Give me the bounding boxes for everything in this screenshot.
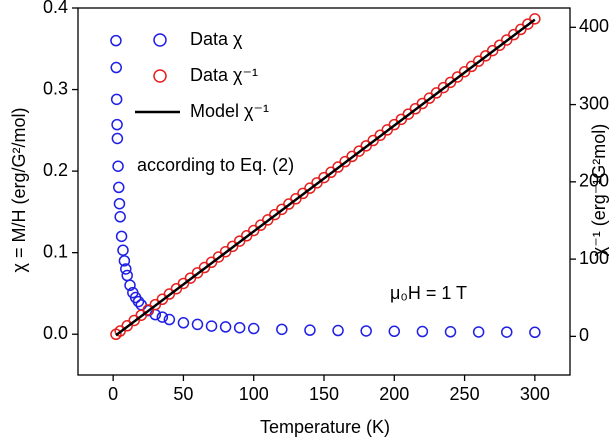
y2-tick-label: 400	[579, 16, 609, 36]
x-tick-label: 150	[309, 384, 339, 404]
data-point	[163, 313, 176, 326]
data-point	[110, 61, 122, 74]
y2-tick-label: 300	[579, 93, 609, 113]
data-point	[156, 311, 169, 323]
data-point	[117, 244, 129, 256]
x-tick-label: 50	[173, 384, 193, 404]
y-tick-label: 0.0	[43, 323, 68, 343]
y-tick-label: 0.2	[43, 160, 68, 180]
data-point	[110, 93, 123, 106]
data-point	[529, 13, 541, 25]
data-point	[112, 160, 124, 172]
legend-label: Data χ	[190, 29, 243, 49]
y-tick-label: 0.1	[43, 241, 68, 261]
data-point	[332, 324, 344, 337]
annotation: according to Eq. (2)	[137, 155, 294, 175]
data-point	[219, 321, 232, 333]
x-tick-label: 300	[520, 384, 550, 404]
y-tick-label: 0.4	[43, 0, 68, 17]
annotation: μ₀H = 1 T	[390, 283, 467, 303]
x-tick-label: 0	[108, 384, 118, 404]
data-point	[113, 197, 126, 210]
y2-tick-label: 0	[579, 325, 589, 345]
y-tick-label: 0.3	[43, 78, 68, 98]
y-axis-label: χ = M/H (erg/G²/mol)	[9, 108, 29, 273]
data-point	[472, 326, 485, 338]
data-point	[114, 211, 126, 223]
data-point	[500, 326, 513, 338]
data-point	[444, 326, 457, 338]
data-point	[124, 279, 136, 292]
data-point	[121, 269, 133, 282]
data-point	[233, 321, 246, 334]
y2-axis-label: χ⁻¹ (erg⁻¹G²mol)	[589, 124, 609, 256]
data-point	[304, 324, 316, 336]
data-point	[111, 132, 124, 145]
data-point	[276, 323, 288, 336]
data-point	[529, 326, 541, 339]
x-tick-label: 200	[379, 384, 409, 404]
data-point	[111, 118, 123, 131]
x-axis-label: Temperature (K)	[260, 417, 390, 437]
data-point	[191, 318, 204, 331]
model-line	[115, 18, 536, 337]
plot-frame	[77, 7, 571, 376]
legend-label: Model χ⁻¹	[190, 101, 269, 121]
data-point	[247, 322, 260, 335]
data-point	[120, 263, 132, 275]
legend-label: Data χ⁻¹	[190, 65, 258, 85]
y2-tick-label: 200	[579, 171, 609, 191]
y2-tick-label: 100	[579, 248, 609, 268]
data-point	[113, 181, 125, 194]
data-point	[205, 320, 218, 332]
data-point	[388, 325, 401, 338]
data-point	[360, 325, 372, 337]
data-point	[177, 317, 190, 329]
data-point	[115, 230, 128, 243]
legend-marker	[153, 69, 167, 83]
data-point	[416, 325, 429, 338]
legend-marker	[153, 33, 167, 47]
data-point	[118, 255, 131, 267]
data-point	[132, 295, 145, 308]
x-tick-label: 250	[450, 384, 480, 404]
x-tick-label: 100	[239, 384, 269, 404]
data-point	[110, 34, 122, 47]
